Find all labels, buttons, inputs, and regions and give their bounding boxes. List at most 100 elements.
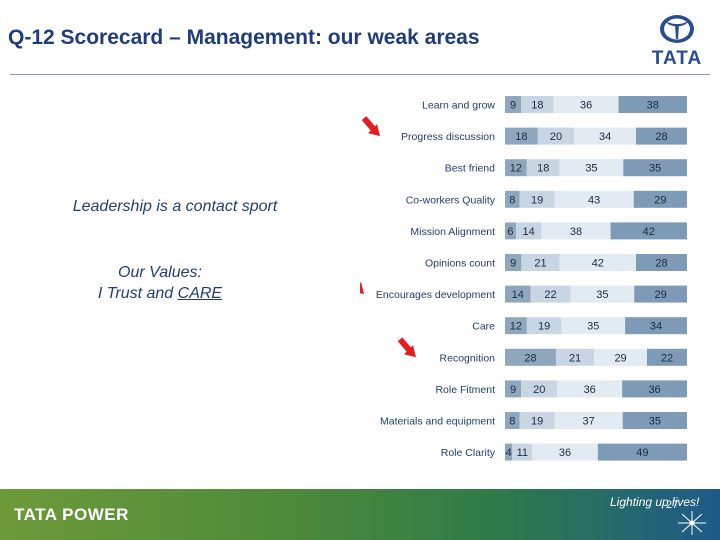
bar-segment — [633, 190, 687, 208]
category-label: Encourages development — [376, 289, 495, 301]
data-label: 35 — [649, 163, 661, 175]
bar-segment — [622, 412, 687, 429]
data-label: 19 — [538, 321, 550, 333]
sparkle-icon — [678, 511, 706, 535]
highlight-arrow-icon — [360, 282, 364, 295]
highlight-arrow-icon — [361, 116, 380, 137]
bar-segment — [505, 317, 527, 335]
footer-tagline: Lighting up lives! — [610, 495, 700, 509]
data-label: 35 — [585, 163, 597, 175]
title-divider — [10, 74, 710, 75]
bar-segment — [521, 380, 558, 398]
data-label: 6 — [507, 226, 513, 238]
category-label: Co-workers Quality — [406, 194, 496, 206]
slide-title: Q-12 Scorecard – Management: our weak ar… — [8, 26, 480, 49]
bar-segment — [557, 380, 623, 398]
bar-segment — [610, 222, 687, 240]
bar-segment — [625, 317, 687, 335]
bar-segment — [559, 159, 624, 177]
values-prefix: I Trust and — [97, 285, 178, 302]
data-label: 49 — [636, 447, 648, 459]
bar-segment — [554, 412, 623, 429]
data-label: 11 — [517, 447, 528, 459]
bar-segment — [530, 285, 571, 303]
bar-segment — [505, 222, 516, 240]
values-heading: Our Values: — [118, 264, 202, 281]
bar-segment — [570, 285, 635, 303]
bar-segment — [636, 254, 687, 271]
data-label: 8 — [509, 416, 515, 428]
data-label: 19 — [531, 416, 543, 428]
data-label: 36 — [648, 384, 660, 396]
bar-segment — [519, 190, 555, 208]
data-label: 22 — [661, 352, 673, 364]
bar-segment — [526, 317, 562, 335]
data-label: 18 — [531, 100, 543, 112]
bar-segment — [553, 96, 619, 113]
data-label: 29 — [654, 289, 666, 301]
data-label: 29 — [654, 194, 666, 206]
data-label: 34 — [650, 321, 662, 333]
bar-segment — [618, 96, 687, 113]
category-label: Role Clarity — [441, 447, 496, 459]
data-label: 35 — [649, 416, 661, 428]
bar-segment — [505, 190, 520, 208]
values-text: Our Values: I Trust and CARE — [60, 262, 260, 304]
bar-segment — [505, 348, 556, 366]
bar-segment — [594, 348, 647, 366]
bar-segment — [505, 412, 520, 429]
data-label: 4 — [506, 447, 512, 459]
bar-segment — [623, 159, 687, 177]
bar-segment — [505, 443, 513, 461]
category-label: Best friend — [445, 163, 495, 175]
data-label: 14 — [523, 226, 535, 238]
bar-segment — [537, 127, 575, 145]
q12-scorecard-chart: Learn and grow 9 18 36 38 Progress discussion… — [360, 96, 687, 461]
data-label: 35 — [596, 289, 608, 301]
values-care: CARE — [177, 285, 223, 302]
tagline-leadership: Leadership is a contact sport — [72, 198, 278, 215]
bar-segment — [636, 127, 687, 145]
bar-segment — [505, 380, 522, 398]
data-label: 12 — [510, 321, 522, 333]
category-label: Opinions count — [425, 258, 495, 270]
bar-segment — [519, 412, 555, 429]
data-label: 14 — [512, 289, 524, 301]
bar-segment — [597, 443, 687, 461]
bar-segment — [541, 222, 611, 240]
data-label: 19 — [531, 194, 543, 206]
data-label: 22 — [544, 289, 556, 301]
values-line: I Trust and CARE — [60, 283, 260, 304]
bar-segment — [505, 127, 538, 145]
category-label: Progress discussion — [401, 131, 495, 143]
data-label: 20 — [550, 131, 562, 143]
bar-segment — [505, 96, 522, 113]
data-label: 38 — [570, 226, 582, 238]
data-label: 36 — [580, 100, 592, 112]
bar-segment — [532, 443, 598, 461]
bar-segment — [512, 443, 533, 461]
data-label: 28 — [655, 258, 667, 270]
data-label: 37 — [583, 416, 595, 428]
category-label: Mission Alignment — [410, 226, 495, 238]
tata-emblem-icon — [660, 15, 694, 43]
data-label: 18 — [515, 131, 527, 143]
data-label: 36 — [584, 384, 596, 396]
bar-segment — [574, 127, 637, 145]
bar-segment — [515, 222, 542, 240]
data-label: 21 — [569, 352, 581, 364]
category-label: Materials and equipment — [380, 416, 495, 428]
data-label: 29 — [614, 352, 626, 364]
tata-logo-word: TATA — [651, 48, 703, 69]
data-label: 42 — [592, 258, 604, 270]
data-label: 12 — [510, 163, 522, 175]
data-label: 9 — [510, 100, 516, 112]
category-label: Learn and grow — [422, 100, 495, 112]
bar-segment — [646, 348, 687, 366]
bar-segment — [505, 254, 522, 271]
bar-segment — [622, 380, 687, 398]
category-label: Recognition — [440, 352, 496, 364]
data-label: 35 — [587, 321, 599, 333]
tata-logo: TATA — [646, 12, 708, 70]
category-label: Care — [472, 321, 495, 333]
